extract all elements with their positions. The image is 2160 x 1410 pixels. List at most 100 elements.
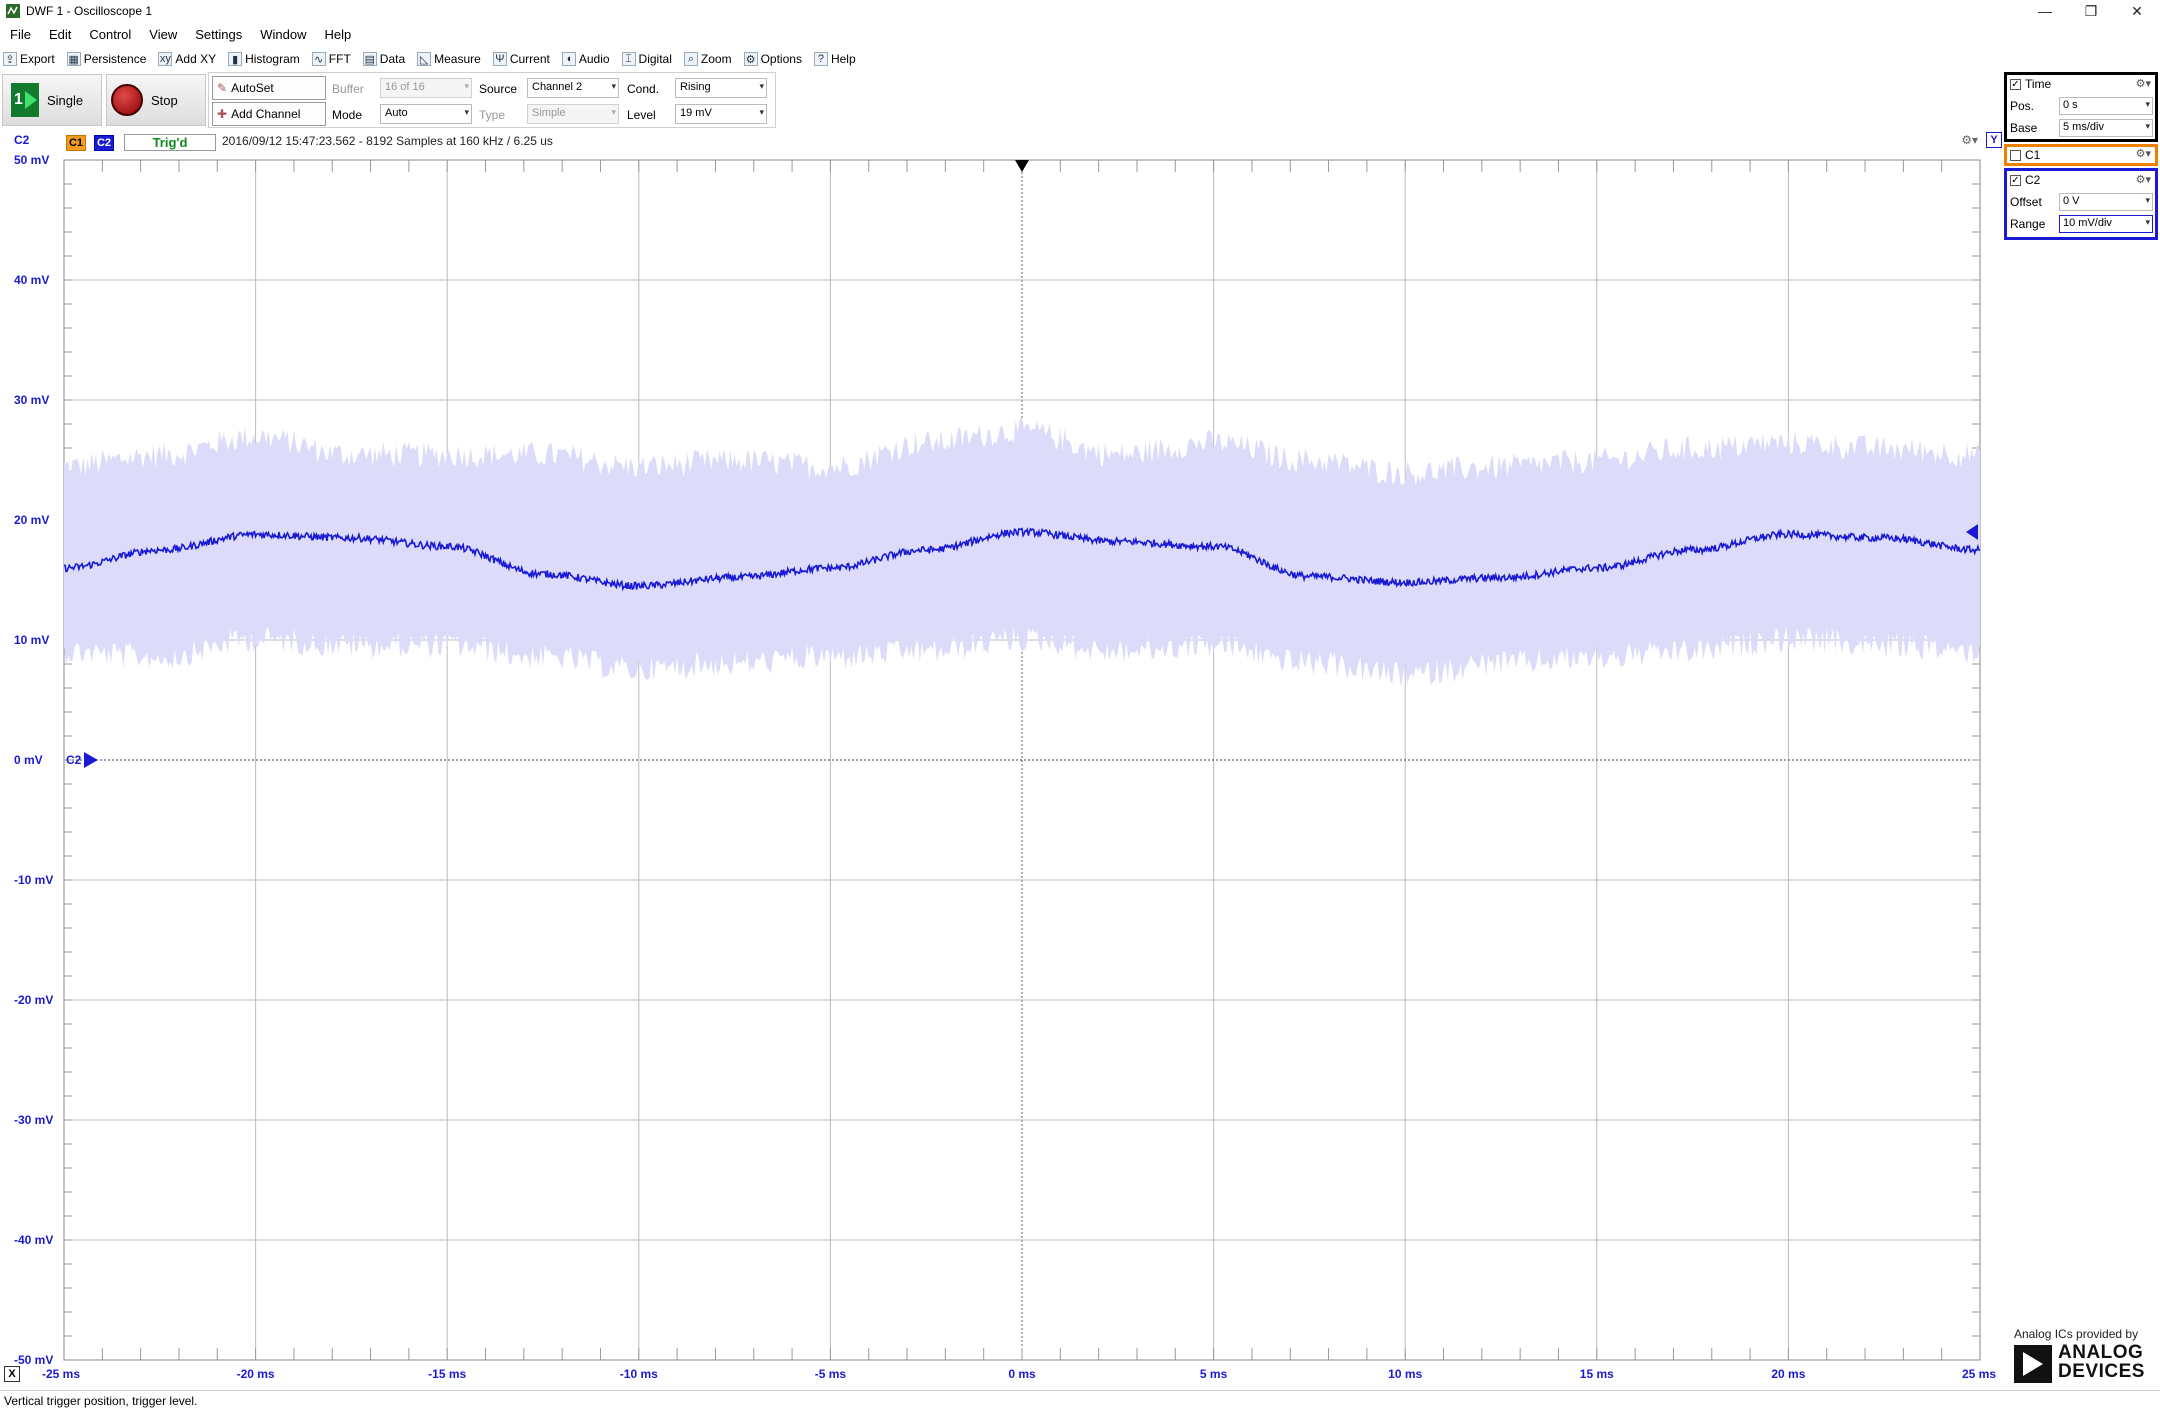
level-field[interactable]: 19 mV ▾ bbox=[675, 104, 767, 124]
panel-options-icon[interactable]: ⚙▾ bbox=[2135, 174, 2151, 186]
y-tick-label: 40 mV bbox=[14, 273, 49, 287]
type-label: Type bbox=[479, 108, 506, 122]
digital-button[interactable]: ⌶ Digital bbox=[621, 52, 672, 66]
side-panel: ✓ Time ⚙▾ Pos. 0 s ▾ Base 5 ms/div ▾ C1 ⚙▾… bbox=[2004, 72, 2160, 1390]
add-channel-button[interactable]: ✚ Add Channel bbox=[212, 102, 326, 126]
range-field[interactable]: 10 mV/div ▾ bbox=[2059, 215, 2153, 233]
restore-button[interactable]: ❐ bbox=[2084, 2, 2098, 19]
channel-2-trace bbox=[63, 526, 1981, 592]
grid bbox=[63, 159, 1981, 1361]
chevron-down-icon: ▾ bbox=[611, 107, 616, 117]
chevron-down-icon: ▾ bbox=[2145, 99, 2150, 109]
digital-icon: ⌶ bbox=[621, 52, 636, 66]
title-bar: DWF 1 - Oscilloscope 1 — ❐ ✕ bbox=[0, 0, 2160, 22]
trigger-status: Trig'd bbox=[124, 134, 216, 151]
toolbar-label: Current bbox=[509, 52, 550, 66]
x-tick-label: 0 ms bbox=[1008, 1367, 1036, 1380]
wand-icon: ✎ bbox=[217, 81, 228, 95]
chevron-down-icon: ▾ bbox=[611, 81, 616, 91]
measure-button[interactable]: ◺ Measure bbox=[417, 52, 481, 66]
current-icon: Ψ bbox=[492, 52, 507, 66]
data-button[interactable]: ▤ Data bbox=[362, 52, 405, 66]
audio-button[interactable]: ◖ Audio bbox=[561, 52, 610, 66]
y-axis-button[interactable]: Y bbox=[1986, 132, 2002, 148]
range-label: Range bbox=[2010, 217, 2046, 231]
panel-options-icon[interactable]: ⚙▾ bbox=[2135, 148, 2151, 160]
single-label: Single bbox=[47, 92, 84, 108]
x-tick-label: -20 ms bbox=[237, 1367, 275, 1380]
autoset-button[interactable]: ✎ AutoSet bbox=[212, 76, 326, 100]
fft-button[interactable]: ∿ FFT bbox=[311, 52, 351, 66]
noise-envelope-area bbox=[64, 417, 1980, 687]
cond-dropdown[interactable]: Rising ▾ bbox=[675, 78, 767, 98]
mode-label: Mode bbox=[332, 108, 363, 122]
analog-devices-branding: Analog ICs provided by ANALOG DEVICES bbox=[2012, 1325, 2160, 1385]
y-tick-label: 30 mV bbox=[14, 393, 49, 407]
histogram-button[interactable]: ▮ Histogram bbox=[228, 52, 300, 66]
export-button[interactable]: ⇪ Export bbox=[3, 52, 55, 66]
mode-dropdown[interactable]: Auto ▾ bbox=[380, 104, 472, 124]
base-label: Base bbox=[2010, 121, 2038, 135]
base-field[interactable]: 5 ms/div ▾ bbox=[2059, 119, 2153, 137]
x-axis-button[interactable]: X bbox=[4, 1366, 20, 1382]
chevron-down-icon: ▾ bbox=[2145, 121, 2150, 131]
toolbar-label: Digital bbox=[638, 52, 672, 66]
markers: C2 bbox=[66, 160, 1978, 768]
y-tick-label: -30 mV bbox=[14, 1113, 53, 1127]
y-tick-label: 10 mV bbox=[14, 633, 49, 647]
channel-1-checkbox[interactable] bbox=[2010, 149, 2021, 161]
offset-field[interactable]: 0 V ▾ bbox=[2059, 193, 2153, 211]
buffer-label: Buffer bbox=[332, 82, 364, 96]
toolbar-label: Histogram bbox=[245, 52, 300, 66]
menu-settings[interactable]: Settings bbox=[195, 26, 243, 42]
chevron-down-icon: ▾ bbox=[464, 81, 469, 91]
range-value: 10 mV/div bbox=[2063, 217, 2112, 229]
scope-info-bar: C2 C1 C2 Trig'd 2016/09/12 15:47:23.562 … bbox=[0, 130, 2002, 152]
zoom-button[interactable]: ⌕ Zoom bbox=[683, 52, 732, 66]
channel-2-checkbox[interactable]: ✓ bbox=[2010, 174, 2021, 186]
source-value: Channel 2 bbox=[532, 81, 583, 93]
channel-2-chip[interactable]: C2 bbox=[94, 135, 114, 151]
fft-icon: ∿ bbox=[311, 52, 326, 66]
x-tick-label: 10 ms bbox=[1388, 1367, 1422, 1380]
toolbar-label: Zoom bbox=[700, 52, 732, 66]
toolbar-label: Options bbox=[760, 52, 802, 66]
toolbar-label: Add XY bbox=[175, 52, 217, 66]
y-tick-label: -10 mV bbox=[14, 873, 53, 887]
source-dropdown[interactable]: Channel 2 ▾ bbox=[527, 78, 619, 98]
x-tick-label: 15 ms bbox=[1580, 1367, 1614, 1380]
time-checkbox[interactable]: ✓ bbox=[2010, 78, 2021, 90]
add-xy-button[interactable]: xy Add XY bbox=[158, 52, 216, 66]
menu-control[interactable]: Control bbox=[89, 26, 132, 42]
menu-help[interactable]: Help bbox=[324, 26, 352, 42]
trigger-settings-frame bbox=[208, 72, 776, 128]
acquisition-controls: Single Stop ✎ AutoSet ✚ Add Channel Buff… bbox=[0, 72, 780, 128]
menu-window[interactable]: Window bbox=[260, 26, 307, 42]
close-button[interactable]: ✕ bbox=[2131, 2, 2143, 19]
x-tick-label: 5 ms bbox=[1200, 1367, 1228, 1380]
menu-view[interactable]: View bbox=[149, 26, 178, 42]
stop-button[interactable]: Stop bbox=[106, 74, 206, 126]
toolbar-label: Export bbox=[20, 52, 55, 66]
panel-options-icon[interactable]: ⚙▾ bbox=[2135, 78, 2151, 90]
options-button[interactable]: ⚙ Options bbox=[743, 52, 802, 66]
help-button[interactable]: ? Help bbox=[813, 52, 856, 66]
chevron-down-icon: ▾ bbox=[759, 81, 764, 91]
plot-canvas[interactable]: C2 50 mV 40 mV 30 mV 20 mV 10 mV 0 mV -10 mV -2… bbox=[0, 152, 2002, 1380]
chevron-down-icon: ▾ bbox=[2145, 195, 2150, 205]
provided-by-text: Analog ICs provided by bbox=[2014, 1327, 2139, 1341]
menu-edit[interactable]: Edit bbox=[48, 26, 72, 42]
channel-offset-marker bbox=[84, 752, 98, 768]
persistence-button[interactable]: ▦ Persistence bbox=[66, 52, 146, 66]
oscilloscope-plot[interactable]: C2 50 mV 40 mV 30 mV 20 mV 10 mV 0 mV -10 mV -2… bbox=[0, 152, 2002, 1382]
current-button[interactable]: Ψ Current bbox=[492, 52, 550, 66]
pos-field[interactable]: 0 s ▾ bbox=[2059, 97, 2153, 115]
y-tick-label: 20 mV bbox=[14, 513, 49, 527]
channel-1-chip[interactable]: C1 bbox=[66, 135, 86, 151]
cond-value: Rising bbox=[680, 81, 711, 93]
minimize-button[interactable]: — bbox=[2038, 3, 2052, 19]
brand-line-2: DEVICES bbox=[2058, 1361, 2145, 1382]
single-button[interactable]: Single bbox=[2, 74, 102, 126]
menu-file[interactable]: File bbox=[10, 26, 31, 42]
plot-options-icon[interactable]: ⚙▾ bbox=[1961, 133, 1978, 147]
